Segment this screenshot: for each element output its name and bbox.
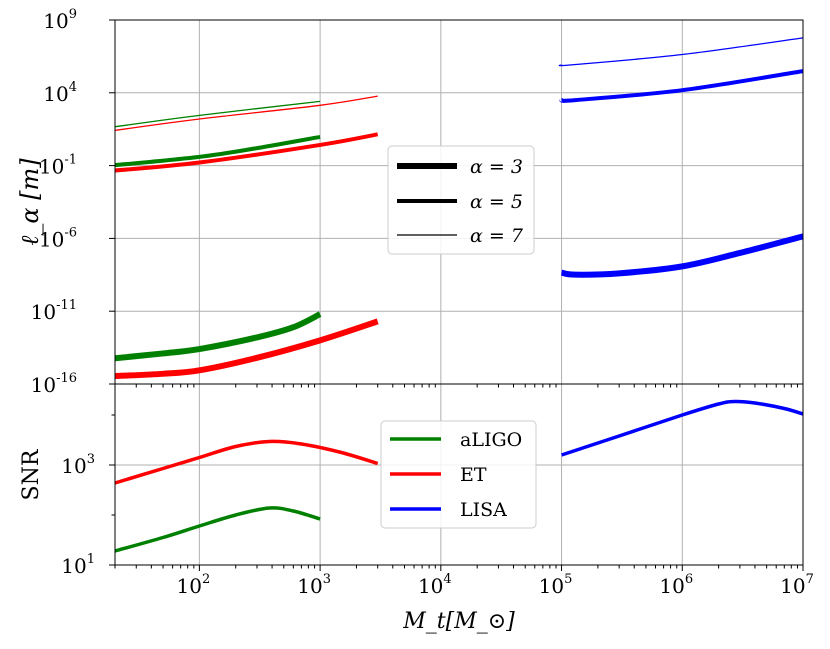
series-line-lisa-alpha3 [560,233,804,278]
legend-label-alpha3: α = 3 [470,156,523,178]
legend-alpha: α = 3 α = 5 α = 7 [387,145,535,255]
y-tick-label-bottom: 101 [61,552,95,578]
snr-line-lisa [561,399,804,457]
series-line-et-alpha3 [114,318,379,379]
series-line-lisa-alpha7 [558,37,804,67]
y-tick-exponent-bottom: 1 [87,552,95,567]
y-tick-label-top: 109 [43,7,77,33]
x-tick-exponent: 5 [564,572,572,587]
y-tick-label-top: 10-11 [31,298,77,324]
series-line-aligo-alpha5 [114,134,321,168]
y-axis-label-bottom: SNR [19,448,44,500]
series-lines [114,37,804,553]
x-tick-label: 106 [659,572,693,598]
series-line-et-alpha5 [114,132,379,173]
y-tick-label-top: 10-16 [31,371,77,397]
axes [109,19,804,571]
x-tick-exponent: 4 [443,572,451,587]
y-tick-exponent-top: 4 [69,80,77,95]
x-tick-exponent: 3 [323,572,331,587]
y-tick-exponent-top: -6 [64,225,77,240]
y-tick-label-top: 10-6 [39,225,77,251]
legend-detector: aLIGO ET LISA [380,420,537,529]
y-tick-label-top: 104 [43,80,77,106]
x-tick-exponent: 2 [202,572,210,587]
x-tick-label: 103 [297,572,331,598]
legend-label-aligo: aLIGO [460,429,522,451]
y-tick-exponent-top: 9 [69,7,77,22]
y-tick-label-top: 10-1 [39,153,77,179]
y-tick-label-bottom: 103 [61,452,95,478]
legend-label-alpha7: α = 7 [470,225,524,247]
x-tick-label: 102 [177,572,211,598]
x-tick-exponent: 7 [806,572,814,587]
x-tick-label: 104 [418,572,452,598]
legend-label-alpha5: α = 5 [470,191,523,213]
y-tick-exponent-top: -16 [56,371,77,386]
series-line-lisa-alpha5 [559,69,804,103]
legend-label-lisa: LISA [460,499,507,521]
series-line-et-alpha7 [114,95,378,132]
series-line-aligo-alpha7 [114,100,321,128]
y-axis-label-top: ℓ_α [m] [16,158,44,246]
y-tick-exponent-bottom: 3 [87,452,95,467]
y-tick-exponent-top: -11 [56,298,77,313]
snr-line-et [114,439,379,485]
series-line-aligo-alpha3 [114,311,322,362]
x-tick-label: 105 [539,572,573,598]
x-tick-label: 107 [780,572,814,598]
x-tick-exponent: 6 [685,572,693,587]
bottom-panel-frame [114,383,804,566]
legend-label-et: ET [460,464,487,486]
y-tick-exponent-top: -1 [64,153,77,168]
x-axis-label: M_t[M_⊙] [402,609,515,634]
snr-line-aligo [114,506,321,553]
